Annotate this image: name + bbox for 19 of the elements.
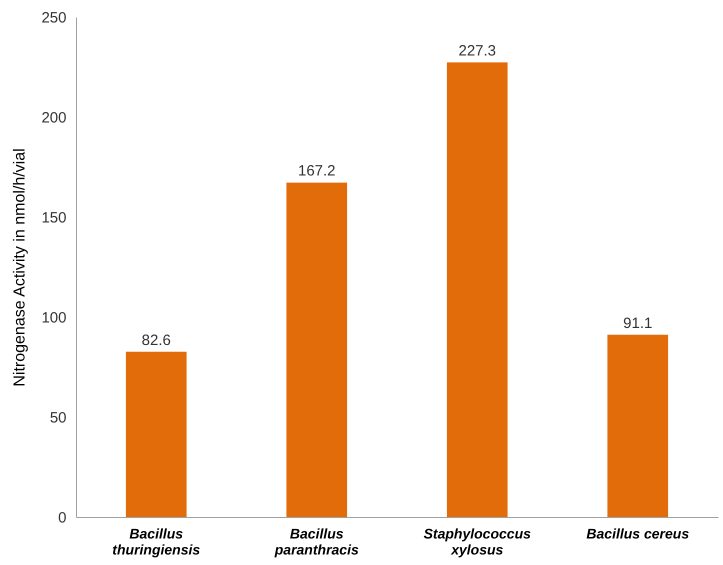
y-tick-label: 150 <box>41 210 66 226</box>
y-axis-title: Nitrogenase Activity in nmol/h/vial <box>11 148 28 387</box>
x-tick-label: Staphylococcus xylosus <box>424 526 532 558</box>
y-tick-label: 250 <box>41 10 66 26</box>
bar <box>446 62 508 517</box>
data-label: 167.2 <box>298 162 336 180</box>
data-label: 227.3 <box>458 42 496 60</box>
bar <box>286 182 348 517</box>
y-tick-label: 50 <box>50 410 66 426</box>
x-tick-label: Bacillus paranthracis <box>274 526 359 558</box>
bar <box>126 352 187 517</box>
y-tick-label: 0 <box>58 510 66 526</box>
x-tick-label: Bacillus thuringiensis <box>112 526 200 558</box>
y-tick-label: 100 <box>41 310 66 326</box>
y-tick-label: 200 <box>41 110 66 126</box>
x-tick-label: Bacillus cereus <box>586 526 690 542</box>
bar <box>607 334 668 517</box>
data-label: 82.6 <box>142 332 171 349</box>
data-label: 91.1 <box>623 314 652 332</box>
